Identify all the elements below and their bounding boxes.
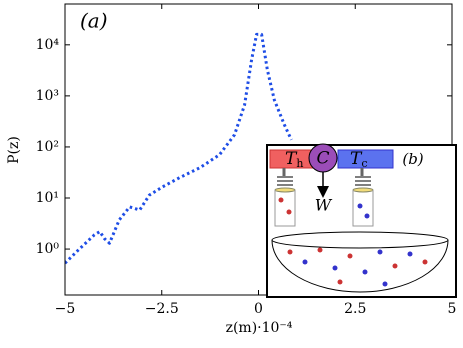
plot-lines bbox=[65, 22, 293, 295]
cylinders bbox=[274, 190, 374, 227]
series-line bbox=[65, 32, 293, 265]
series-line bbox=[79, 22, 278, 295]
x-tick-label: 2.5 bbox=[344, 301, 366, 317]
particle bbox=[364, 213, 370, 219]
particle bbox=[278, 197, 284, 203]
x-tick-label: −5 bbox=[55, 301, 76, 317]
hot-label: Th bbox=[285, 149, 303, 171]
engine-label: C bbox=[316, 149, 329, 169]
rods bbox=[282, 168, 364, 176]
cold-label-sub: c bbox=[361, 157, 367, 170]
cold-label-main: T bbox=[350, 149, 363, 169]
cold-bath bbox=[337, 149, 394, 169]
panel-label: (a) bbox=[80, 9, 108, 33]
y-tick-label: 10¹ bbox=[36, 190, 59, 206]
bowl bbox=[271, 239, 449, 293]
work-label: W bbox=[315, 196, 333, 215]
x-tick-label: 0 bbox=[254, 301, 263, 317]
x-axis-label: z(m)·10⁻⁴ bbox=[226, 320, 293, 336]
x-tick-label: −2.5 bbox=[145, 301, 179, 317]
x-tick-label: 5 bbox=[448, 301, 457, 317]
springs bbox=[277, 176, 371, 186]
y-tick-label: 10² bbox=[36, 139, 59, 155]
bowl-rim bbox=[271, 231, 449, 249]
y-tick-label: 10⁴ bbox=[36, 37, 60, 53]
y-tick-label: 10³ bbox=[36, 88, 59, 104]
hot-label-main: T bbox=[285, 149, 298, 169]
bowl-particles bbox=[287, 247, 428, 287]
inset-label: (b) bbox=[402, 150, 423, 168]
inset: Th Tc C (b) W bbox=[266, 143, 457, 298]
cold-label: Tc bbox=[350, 149, 368, 171]
particle bbox=[357, 203, 363, 209]
particle bbox=[286, 209, 292, 215]
y-tick-label: 10⁰ bbox=[36, 241, 60, 257]
hot-label-sub: h bbox=[296, 157, 303, 170]
piston bbox=[274, 187, 296, 193]
y-axis-label: P(z) bbox=[6, 136, 22, 164]
piston bbox=[352, 187, 374, 193]
